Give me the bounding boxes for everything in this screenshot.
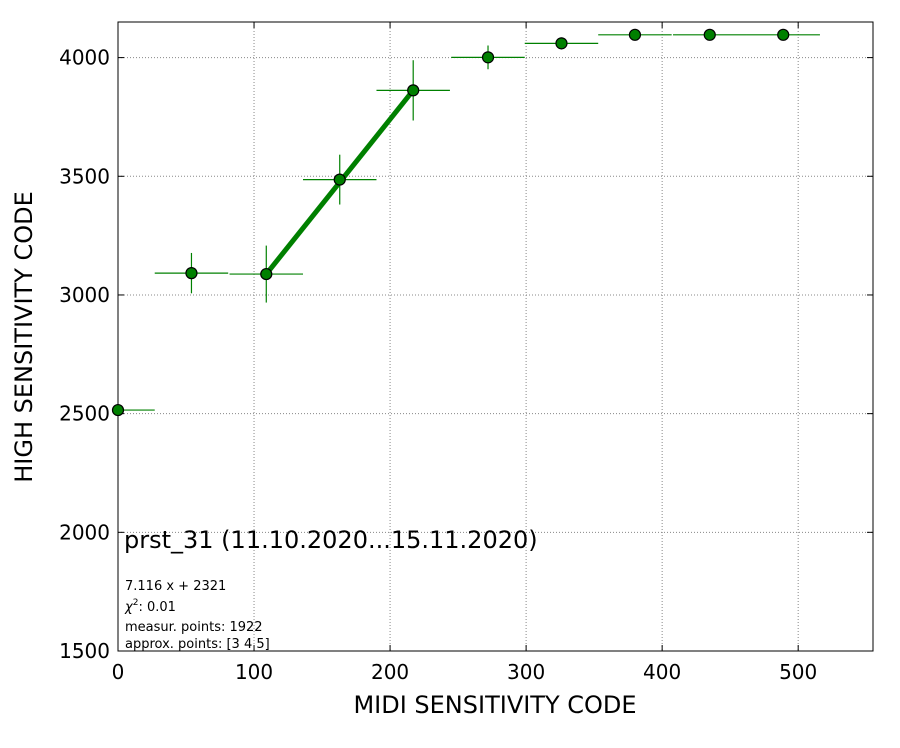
data-point-8 [703,28,716,41]
y-tick-label-3500: 3500 [59,164,110,188]
data-point-7 [628,28,642,41]
chi-superscript: 2 [133,598,139,608]
annotation-measur-points: measur. points: 1922 [125,620,263,635]
tick-labels: 0 100 200 300 400 500 1500 2000 2500 3000 3500 4000 [59,46,817,684]
data-point-3 [333,173,346,186]
x-tick-label-200: 200 [371,660,409,684]
annotation-approx-points: approx. points: [3 4 5] [125,637,270,652]
x-tick-label-400: 400 [643,660,681,684]
y-axis-label: HIGH SENSITIVITY CODE [10,191,38,483]
error-bars [118,34,820,411]
y-tick-label-4000: 4000 [59,46,110,70]
chi-symbol: χ [124,600,134,615]
y-tick-label-3000: 3000 [59,283,110,307]
y-tick-label-1500: 1500 [59,639,110,663]
grid [118,22,873,651]
x-tick-label-500: 500 [779,660,817,684]
x-tick-label-0: 0 [112,660,125,684]
plot-frame [117,21,874,652]
x-tick-label-300: 300 [507,660,545,684]
data-point-9 [777,28,790,41]
data-point-1 [185,267,198,280]
annotation-title: prst_31 (11.10.2020...15.11.2020) [124,526,538,554]
data-point-4 [407,84,420,97]
y-tick-label-2500: 2500 [59,402,110,426]
axis-ticks [117,22,873,652]
x-tick-label-100: 100 [235,660,273,684]
annotation-fit-formula: 7.116 x + 2321 [125,579,226,594]
annotation-chi2: χ2: 0.01 [124,598,176,615]
x-axis-label: MIDI SENSITIVITY CODE [353,691,636,719]
y-tick-label-2000: 2000 [59,520,110,544]
data-point-5 [481,51,495,64]
chi-value: : 0.01 [138,600,175,615]
data-point-6 [555,37,568,50]
data-point-2 [260,267,273,281]
data-markers [111,28,790,417]
data-point-0 [111,403,125,417]
